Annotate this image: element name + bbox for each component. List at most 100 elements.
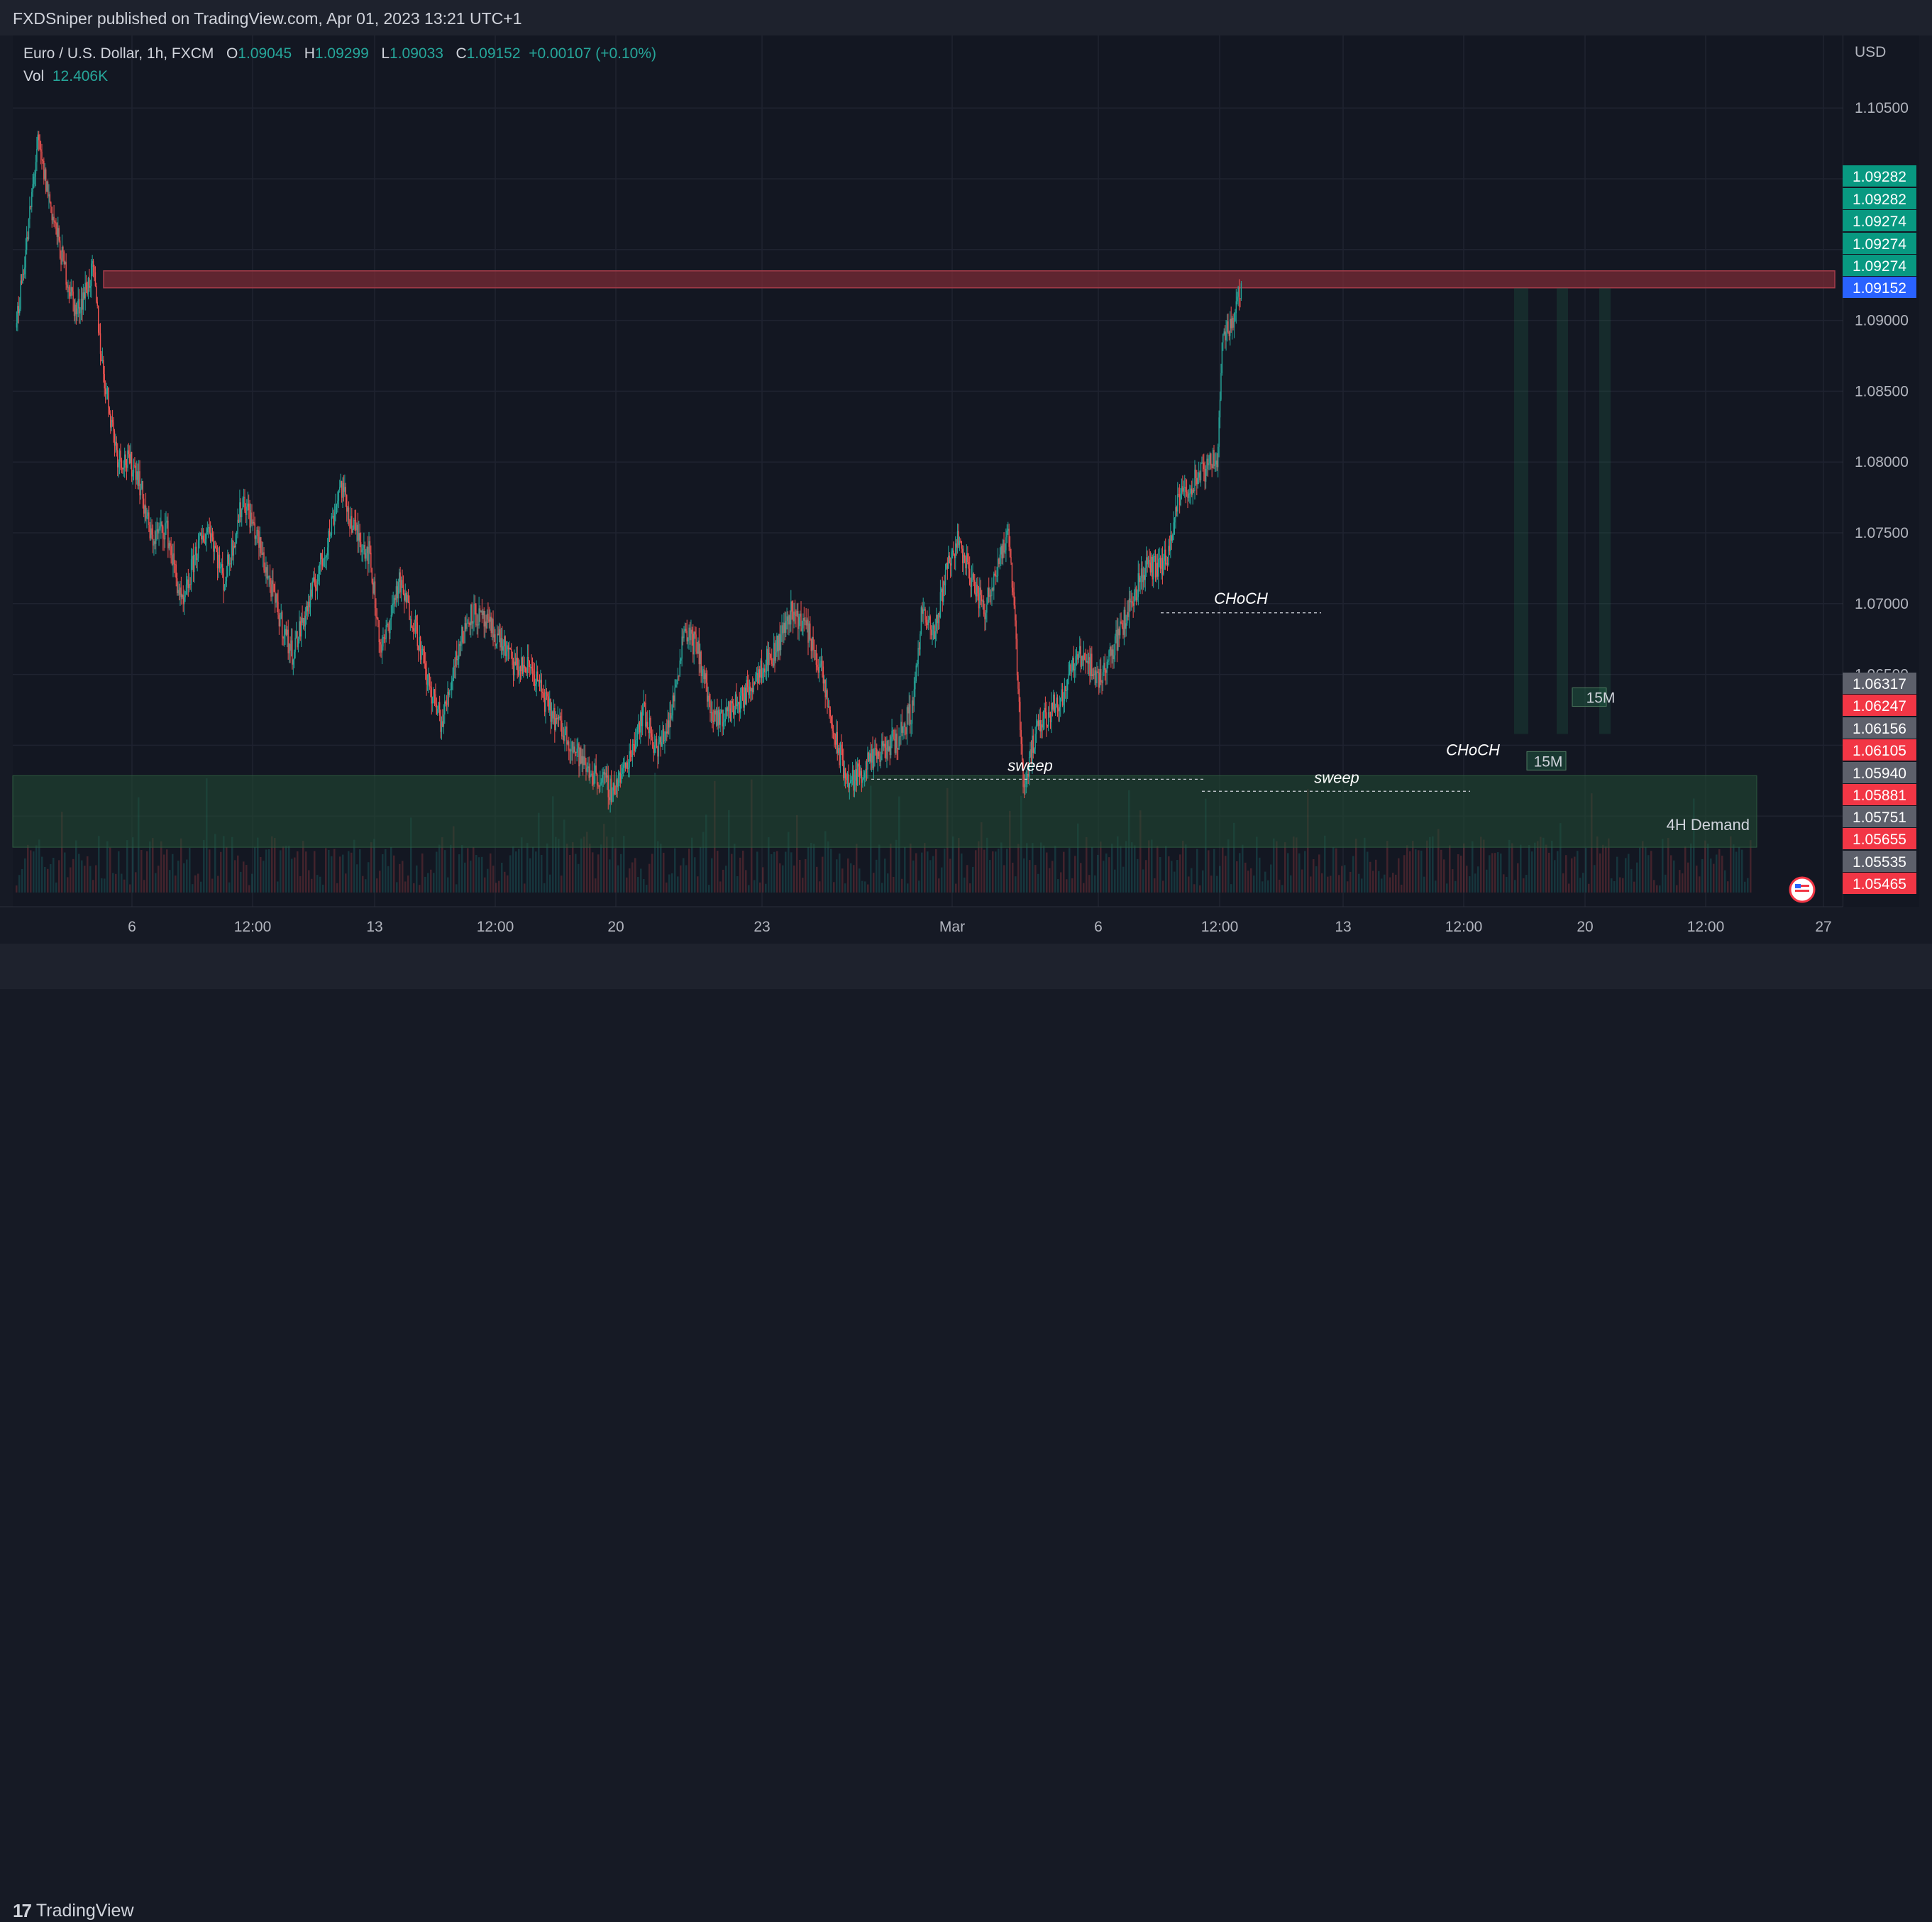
volume-bar xyxy=(1202,870,1204,893)
candle-body xyxy=(1064,686,1066,702)
candle-body xyxy=(885,747,887,759)
candle-body xyxy=(285,629,287,635)
candle-body xyxy=(1022,760,1024,787)
x-tick-label: Mar xyxy=(939,919,965,935)
candle-body xyxy=(890,736,892,756)
candle-body xyxy=(178,590,180,595)
volume-bar xyxy=(742,850,744,893)
candle-body xyxy=(354,519,355,521)
candle-body xyxy=(769,653,771,654)
candle-body xyxy=(1189,493,1191,495)
candle-body xyxy=(223,584,226,591)
volume-bar xyxy=(992,851,994,893)
volume-bar xyxy=(362,876,364,893)
volume-bar xyxy=(807,847,810,893)
volume-bar xyxy=(1327,876,1329,893)
candle-body xyxy=(944,569,946,586)
candle-body xyxy=(585,764,587,772)
candle-body xyxy=(1070,664,1071,671)
candle-body xyxy=(1061,689,1064,706)
volume-bar xyxy=(291,858,293,893)
timeframe-label: 15M xyxy=(1586,690,1616,707)
volume-bar xyxy=(1239,853,1241,893)
candle-body xyxy=(1059,707,1060,712)
volume-bar xyxy=(1727,881,1729,893)
volume-bar xyxy=(637,877,639,893)
candle-body xyxy=(566,727,568,745)
chart-area[interactable] xyxy=(13,35,1843,907)
volume-bar xyxy=(512,846,514,893)
candle-body xyxy=(669,713,670,728)
volume-bar xyxy=(1054,846,1056,893)
candle-body xyxy=(190,559,192,585)
candle-body xyxy=(798,617,800,629)
volume-bar xyxy=(850,863,852,893)
candle-body xyxy=(815,650,817,665)
tradingview-logo[interactable]: 17 TradingView xyxy=(13,1900,134,1922)
volume-bar xyxy=(1409,851,1411,893)
volume-bar xyxy=(765,883,767,893)
volume-bar xyxy=(1545,844,1547,893)
candle-body xyxy=(990,595,992,597)
candle-body xyxy=(886,741,888,759)
volume-bar xyxy=(1392,873,1394,893)
volume-bar xyxy=(958,838,960,893)
candle-body xyxy=(22,273,23,284)
volume-bar xyxy=(299,876,302,893)
volume-bar xyxy=(1347,881,1349,893)
candle-body xyxy=(846,774,849,780)
candle-body xyxy=(941,588,942,592)
candle-body xyxy=(442,721,443,727)
candle-body xyxy=(580,748,582,764)
volume-bar xyxy=(578,863,580,893)
volume-bar xyxy=(123,879,126,893)
volume-bar xyxy=(1276,841,1278,893)
volume-bar xyxy=(1633,881,1635,893)
candle-body xyxy=(610,778,612,802)
volume-bar xyxy=(1650,851,1652,893)
symbol-legend: Euro / U.S. Dollar, 1h, FXCM O1.09045 H1… xyxy=(23,45,657,62)
candle-body xyxy=(924,609,926,620)
candle-body xyxy=(663,729,665,741)
candle-body xyxy=(407,595,409,602)
volume-bar xyxy=(1142,869,1144,893)
candle-body xyxy=(917,648,919,664)
candle-body xyxy=(131,452,133,477)
candle-body xyxy=(326,555,327,558)
candle-body xyxy=(888,746,890,751)
candle-body xyxy=(1054,706,1056,713)
volume-bar xyxy=(964,877,966,893)
candle-body xyxy=(575,751,577,753)
volume-bar xyxy=(308,870,310,893)
candle-body xyxy=(459,644,460,646)
volume-bar xyxy=(197,873,199,893)
volume-bar xyxy=(1034,865,1037,893)
candle-body xyxy=(177,590,179,593)
volume-bar xyxy=(1159,857,1161,893)
candle-body xyxy=(201,532,202,540)
candle-body xyxy=(375,608,377,617)
candle-body xyxy=(323,558,324,566)
candle-body xyxy=(425,663,426,670)
candle-body xyxy=(785,621,787,633)
volume-bar xyxy=(569,854,571,893)
volume-bar xyxy=(1537,841,1539,893)
candle-body xyxy=(436,704,438,714)
volume-bar xyxy=(736,876,739,893)
volume-bar xyxy=(995,851,997,893)
candle-body xyxy=(695,634,697,652)
candle-body xyxy=(538,680,539,682)
candle-body xyxy=(426,684,429,685)
volume-bar xyxy=(1452,869,1454,893)
volume-bar xyxy=(586,832,588,893)
volume-bar xyxy=(1120,846,1122,893)
volume-bar xyxy=(1315,866,1318,893)
volume-bar xyxy=(532,846,534,893)
candle-body xyxy=(849,783,851,788)
volume-bar xyxy=(1086,837,1088,893)
volume-bar xyxy=(1525,875,1528,893)
candle-body xyxy=(307,601,309,612)
volume-bar xyxy=(1403,855,1406,893)
candle-body xyxy=(968,562,969,569)
